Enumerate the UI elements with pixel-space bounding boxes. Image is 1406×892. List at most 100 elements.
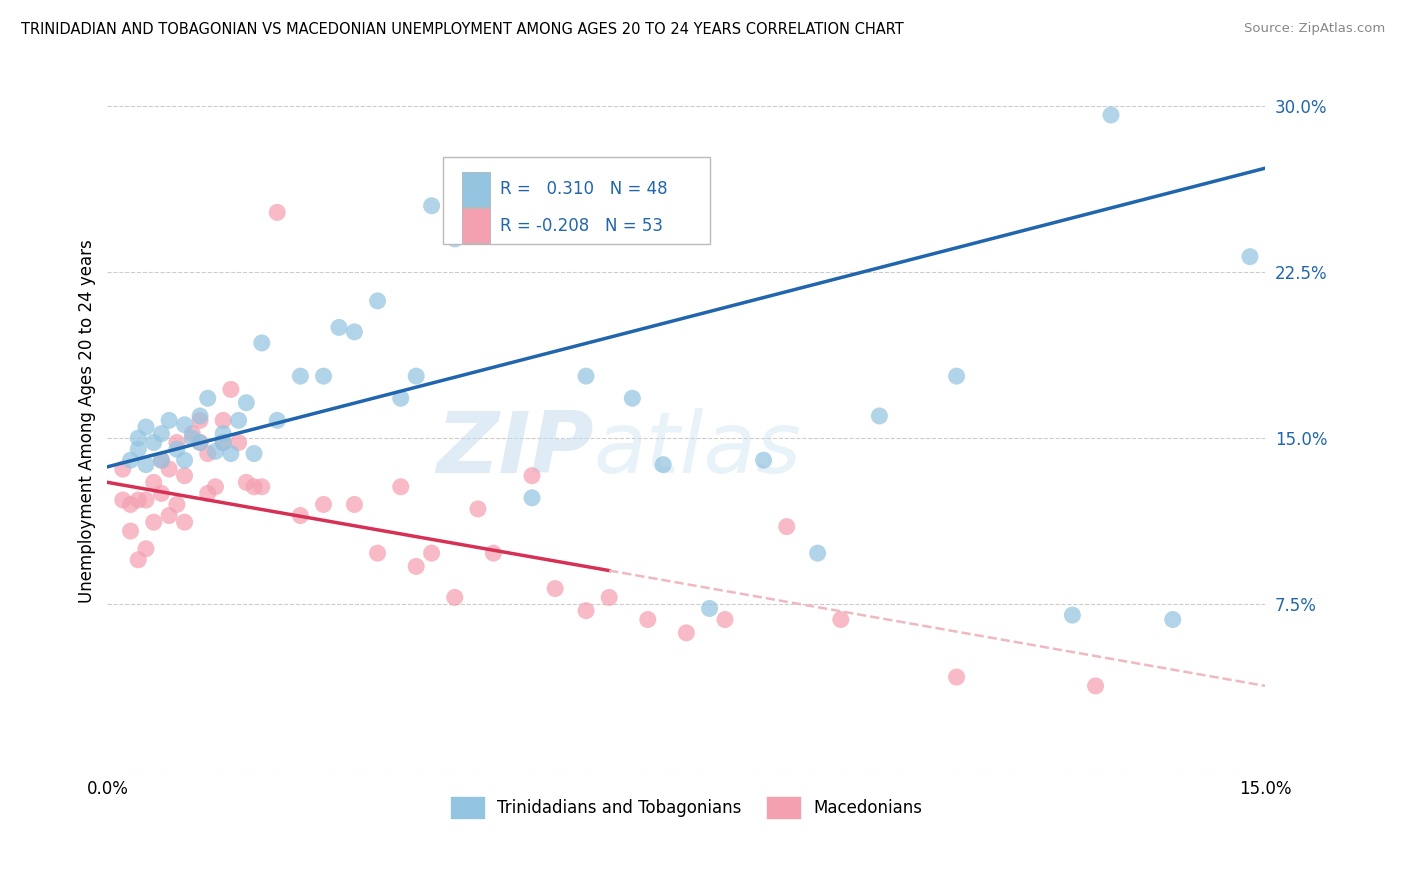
Point [235,475,257,490]
Point [212,426,235,441]
Point [868,409,890,423]
Text: ZIP: ZIP [436,408,593,491]
Point [243,480,266,494]
Point [135,458,157,472]
Point [127,493,149,508]
FancyBboxPatch shape [461,172,489,207]
Point [157,462,180,476]
Point [204,444,226,458]
Point [181,431,204,445]
Point [675,625,697,640]
Text: R =   0.310   N = 48: R = 0.310 N = 48 [501,180,668,198]
Point [752,453,775,467]
Point [367,293,389,308]
Point [290,508,312,523]
FancyBboxPatch shape [443,157,710,244]
Point [120,498,142,512]
Point [652,458,675,472]
Point [250,335,273,350]
Point [290,369,312,384]
Point [188,435,211,450]
Point [219,446,242,460]
Point [135,493,157,508]
Point [389,391,412,405]
Point [343,325,366,339]
Point [482,546,505,560]
Point [173,417,195,432]
Point [150,486,173,500]
Point [235,395,257,409]
Point [621,391,644,405]
Point [343,498,366,512]
Point [111,462,134,476]
Point [228,435,250,450]
Point [188,435,211,450]
Point [120,453,142,467]
Point [173,468,195,483]
Text: TRINIDADIAN AND TOBAGONIAN VS MACEDONIAN UNEMPLOYMENT AMONG AGES 20 TO 24 YEARS : TRINIDADIAN AND TOBAGONIAN VS MACEDONIAN… [21,22,904,37]
Point [520,468,543,483]
Point [520,491,543,505]
Point [575,604,598,618]
Y-axis label: Unemployment Among Ages 20 to 24 years: Unemployment Among Ages 20 to 24 years [79,240,96,603]
Point [142,435,165,450]
Point [111,493,134,508]
Point [150,453,173,467]
FancyBboxPatch shape [461,208,489,243]
Point [482,205,505,219]
Point [197,446,219,460]
Point [250,480,273,494]
Point [150,453,173,467]
Legend: Trinidadians and Tobagonians, Macedonians: Trinidadians and Tobagonians, Macedonian… [444,790,929,824]
Point [188,409,211,423]
Point [637,613,659,627]
Point [157,413,180,427]
Point [228,413,250,427]
Point [945,670,967,684]
Point [266,413,288,427]
Point [173,453,195,467]
Point [197,391,219,405]
Point [166,442,188,457]
Point [266,205,288,219]
Point [212,435,235,450]
Point [405,559,427,574]
Point [142,515,165,529]
Point [699,601,721,615]
Point [598,591,620,605]
Point [127,553,149,567]
Point [443,232,465,246]
Point [312,369,335,384]
Point [127,431,149,445]
Point [135,420,157,434]
Point [367,546,389,560]
Point [1099,108,1122,122]
Point [1062,608,1084,623]
Point [830,613,852,627]
Point [142,475,165,490]
Point [945,369,967,384]
Point [150,426,173,441]
Point [575,369,598,384]
Point [157,508,180,523]
Point [127,442,149,457]
Point [776,519,799,533]
Point [212,435,235,450]
Point [173,515,195,529]
Text: atlas: atlas [593,408,801,491]
Point [467,502,489,516]
Point [166,498,188,512]
Point [204,480,226,494]
Point [212,413,235,427]
Point [420,199,443,213]
Point [328,320,350,334]
Point [389,480,412,494]
Point [420,546,443,560]
Point [166,435,188,450]
Text: R = -0.208   N = 53: R = -0.208 N = 53 [501,217,664,235]
Point [181,426,204,441]
Point [807,546,830,560]
Point [197,486,219,500]
Point [219,383,242,397]
Point [135,541,157,556]
